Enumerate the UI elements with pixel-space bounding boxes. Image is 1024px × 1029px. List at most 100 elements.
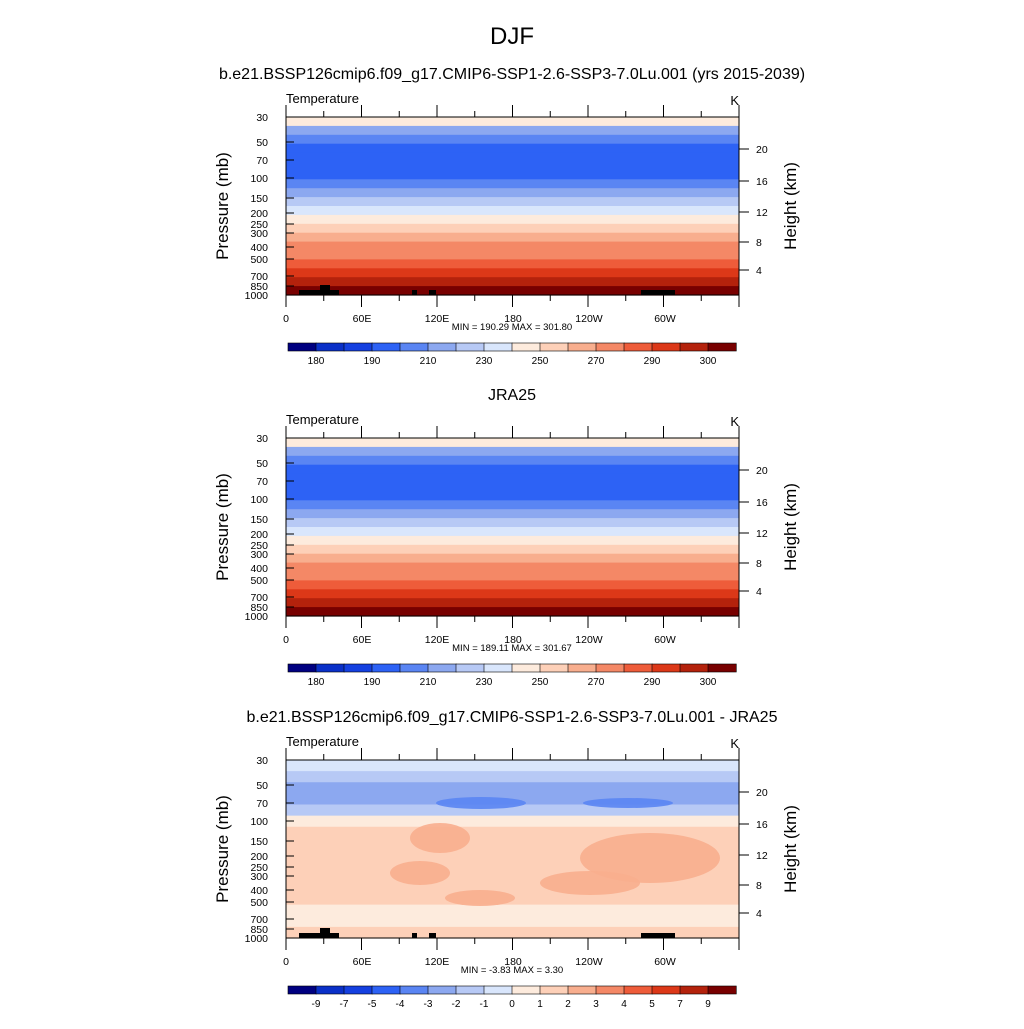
- colorbar-swatch: [427, 342, 457, 352]
- field-band: [286, 446, 739, 457]
- pressure-tick-label: 100: [250, 494, 268, 506]
- panel-difference: b.e21.BSSP126cmip6.f09_g17.CMIP6-SSP1-2.…: [213, 709, 800, 1010]
- pressure-tick-label: 50: [256, 458, 268, 470]
- field-anomaly: [445, 890, 515, 906]
- pressure-tick-label: 50: [256, 137, 268, 149]
- colorbar-label: -3: [424, 999, 433, 1010]
- surface-block: [299, 933, 339, 938]
- colorbar-label: 300: [700, 356, 717, 367]
- colorbar-swatch: [371, 342, 401, 352]
- colorbar-swatch: [539, 985, 569, 995]
- field-band: [286, 250, 739, 260]
- field-band: [286, 232, 739, 243]
- colorbar-swatch: [287, 342, 317, 352]
- field-band: [286, 527, 739, 537]
- colorbar-label: 7: [677, 999, 683, 1010]
- field-band: [286, 170, 739, 180]
- field-band: [286, 277, 739, 287]
- colorbar-label: 180: [308, 356, 325, 367]
- colorbar-label: -2: [452, 999, 461, 1010]
- field-anomaly: [540, 871, 640, 895]
- field-band: [286, 826, 739, 839]
- surface-block: [429, 933, 436, 938]
- minmax-label: MIN = 189.11 MAX = 301.67: [452, 643, 572, 654]
- pressure-tick-label: 400: [250, 885, 268, 897]
- field-anomaly: [410, 823, 470, 853]
- colorbar-swatch: [455, 663, 485, 673]
- colorbar-label: 210: [420, 677, 437, 688]
- pressure-tick-label: 700: [250, 271, 268, 283]
- height-tick-label: 4: [756, 908, 762, 920]
- pressure-tick-label: 850: [250, 924, 268, 936]
- field-band: [286, 152, 739, 163]
- field-band: [286, 771, 739, 783]
- field-band: [286, 214, 739, 225]
- colorbar: 180 190 210 230 250 270 290 300: [287, 663, 737, 688]
- height-tick-label: 8: [756, 558, 762, 570]
- pressure-tick-label: 250: [250, 862, 268, 874]
- colorbar-label: 190: [364, 677, 381, 688]
- minmax-label: MIN = -3.83 MAX = 3.30: [461, 965, 563, 976]
- field-anomaly: [436, 797, 526, 809]
- field-band: [286, 860, 739, 872]
- panel-title: b.e21.BSSP126cmip6.f09_g17.CMIP6-SSP1-2.…: [247, 709, 778, 726]
- colorbar-label: 270: [588, 677, 605, 688]
- panel-units: K: [730, 736, 739, 751]
- colorbar-label: -1: [480, 999, 489, 1010]
- colorbar-label: 2: [565, 999, 571, 1010]
- field-band: [286, 286, 739, 296]
- field-band: [286, 179, 739, 189]
- field-anomaly: [390, 861, 450, 885]
- lon-tick-label: 0: [283, 313, 289, 325]
- colorbar-swatch: [567, 342, 597, 352]
- colorbar-swatch: [679, 663, 709, 673]
- colorbar-label: 180: [308, 677, 325, 688]
- lon-tick-label: 60E: [353, 634, 372, 646]
- height-tick-label: 12: [756, 850, 768, 862]
- pressure-tick-label: 500: [250, 575, 268, 587]
- colorbar: 180 190 210 230 250 270 290 300: [287, 342, 737, 367]
- height-tick-label: 20: [756, 144, 768, 156]
- pressure-tick-label: 30: [256, 433, 268, 445]
- field-band: [286, 544, 739, 555]
- colorbar-swatch: [567, 663, 597, 673]
- colorbar-swatch: [287, 663, 317, 673]
- lon-tick-label: 60E: [353, 313, 372, 325]
- colorbar-swatch: [651, 342, 681, 352]
- colorbar-swatch: [427, 985, 457, 995]
- field-band: [286, 473, 739, 484]
- colorbar-label: -9: [312, 999, 321, 1010]
- colorbar-swatch: [623, 342, 653, 352]
- pressure-tick-label: 150: [250, 193, 268, 205]
- pressure-tick-label: 150: [250, 514, 268, 526]
- pressure-tick-label: 1000: [245, 611, 269, 623]
- panel-left-label: Temperature: [286, 91, 359, 106]
- pressure-tick-label: 300: [250, 228, 268, 240]
- colorbar-swatch: [595, 342, 625, 352]
- colorbar-label: 0: [509, 999, 515, 1010]
- field-band: [286, 455, 739, 466]
- colorbar-swatch: [651, 663, 681, 673]
- colorbar-swatch: [343, 342, 373, 352]
- colorbar-swatch: [623, 663, 653, 673]
- ylabel-right: Height (km): [781, 805, 800, 893]
- lon-tick-label: 180: [504, 956, 522, 968]
- colorbar-swatch: [399, 342, 429, 352]
- field-band: [286, 241, 739, 252]
- field-band: [286, 837, 739, 850]
- colorbar-swatch: [315, 342, 345, 352]
- field-band: [286, 134, 739, 145]
- pressure-tick-label: 250: [250, 219, 268, 231]
- colorbar-swatch: [343, 663, 373, 673]
- height-tick-label: 16: [756, 497, 768, 509]
- surface-block: [641, 933, 675, 938]
- colorbar-swatch: [455, 342, 485, 352]
- panel-left-label: Temperature: [286, 412, 359, 427]
- field-band: [286, 268, 739, 278]
- lon-tick-label: 0: [283, 956, 289, 968]
- pressure-tick-label: 300: [250, 871, 268, 883]
- field-band: [286, 117, 739, 127]
- figure-subtitle: b.e21.BSSP126cmip6.f09_g17.CMIP6-SSP1-2.…: [219, 66, 805, 83]
